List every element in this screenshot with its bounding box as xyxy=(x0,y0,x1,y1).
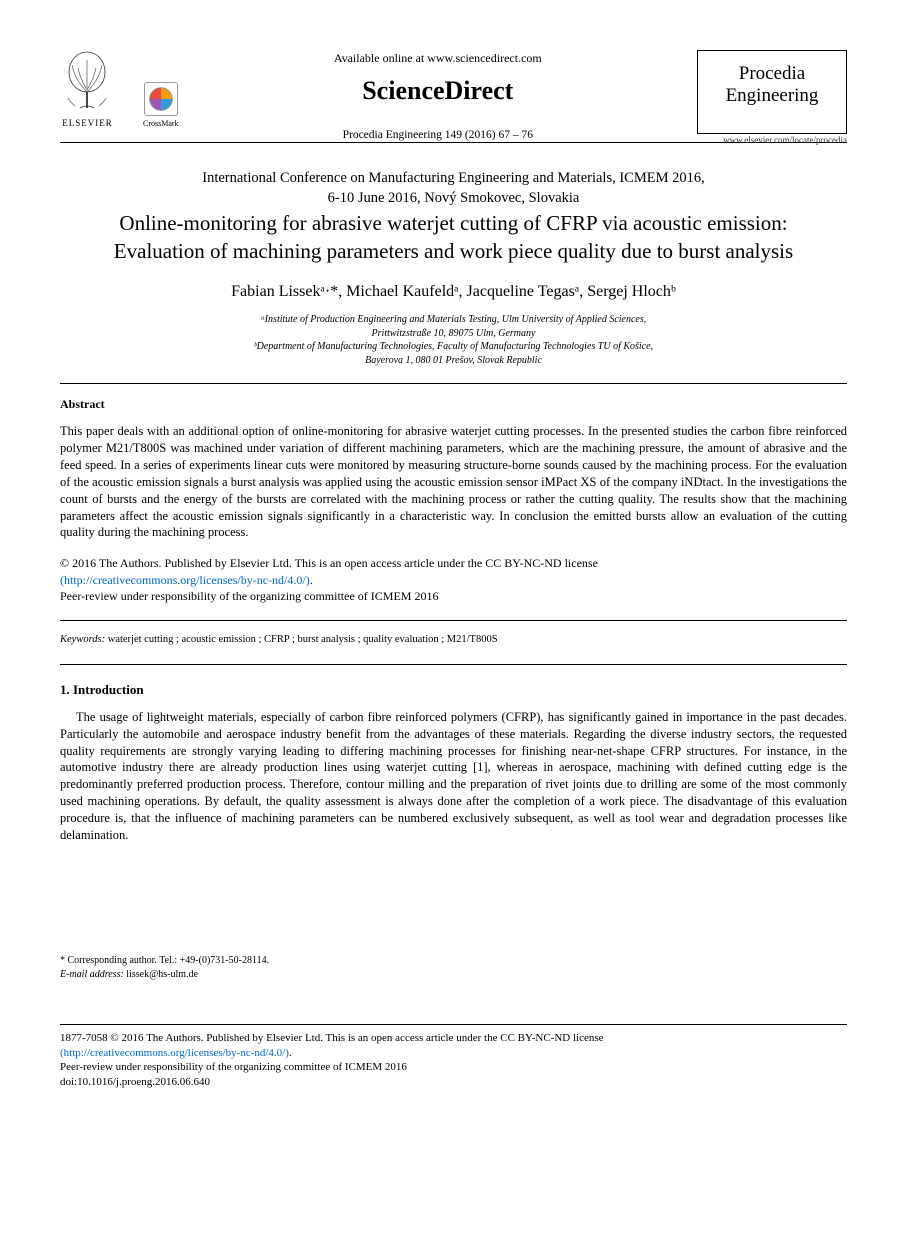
footer-block: 1877-7058 © 2016 The Authors. Published … xyxy=(60,1031,847,1090)
journal-box-wrapper: Procedia Engineering www.elsevier.com/lo… xyxy=(697,50,847,146)
journal-url: www.elsevier.com/locate/procedia xyxy=(697,134,847,147)
title-line1: Online-monitoring for abrasive waterjet … xyxy=(119,211,787,235)
abstract-body: This paper deals with an additional opti… xyxy=(60,423,847,541)
available-online-text: Available online at www.sciencedirect.co… xyxy=(189,50,687,67)
divider-keywords xyxy=(60,620,847,621)
divider-intro xyxy=(60,664,847,665)
affiliation-a-line1: ᵃInstitute of Production Engineering and… xyxy=(261,314,647,325)
footer-line2: Peer-review under responsibility of the … xyxy=(60,1061,407,1073)
introduction-body: The usage of lightweight materials, espe… xyxy=(60,709,847,844)
corresponding-author: * Corresponding author. Tel.: +49-(0)731… xyxy=(60,954,847,982)
license-line1: © 2016 The Authors. Published by Elsevie… xyxy=(60,556,598,570)
license-block: © 2016 The Authors. Published by Elsevie… xyxy=(60,555,847,604)
keywords-label: Keywords: xyxy=(60,634,105,645)
journal-box: Procedia Engineering xyxy=(697,50,847,134)
paper-title: Online-monitoring for abrasive waterjet … xyxy=(60,210,847,265)
affiliations: ᵃInstitute of Production Engineering and… xyxy=(60,313,847,367)
corresponding-email: lissek@hs-ulm.de xyxy=(124,969,198,980)
header-center: Available online at www.sciencedirect.co… xyxy=(179,50,697,143)
header-left: ELSEVIER CrossMark xyxy=(60,50,179,130)
crossmark-icon xyxy=(144,82,178,116)
crossmark-badge[interactable]: CrossMark xyxy=(143,82,179,129)
sciencedirect-logo: ScienceDirect xyxy=(189,73,687,109)
authors-list: Fabian Lissekᵃ·*, Michael Kaufeldᵃ, Jacq… xyxy=(60,281,847,303)
elsevier-label: ELSEVIER xyxy=(62,117,113,130)
elsevier-logo: ELSEVIER xyxy=(60,50,115,130)
journal-name: Procedia Engineering xyxy=(708,63,836,107)
abstract-heading: Abstract xyxy=(60,396,847,413)
conference-line2: 6-10 June 2016, Nový Smokovec, Slovakia xyxy=(328,190,580,206)
license-line2: Peer-review under responsibility of the … xyxy=(60,589,438,603)
affiliation-b-line1: ᵇDepartment of Manufacturing Technologie… xyxy=(254,341,653,352)
email-label: E-mail address: xyxy=(60,969,124,980)
conference-info: International Conference on Manufacturin… xyxy=(60,169,847,208)
affiliation-b-line2: Bayerova 1, 080 01 Prešov, Slovak Republ… xyxy=(365,355,542,366)
affiliation-a-line2: Prittwitzstraße 10, 89075 Ulm, Germany xyxy=(372,328,536,339)
footer-license-link[interactable]: (http://creativecommons.org/licenses/by-… xyxy=(60,1047,289,1059)
journal-name-line2: Engineering xyxy=(726,85,819,106)
header-row: ELSEVIER CrossMark Available online at w… xyxy=(60,50,847,146)
introduction-heading: 1. Introduction xyxy=(60,681,847,699)
journal-name-line1: Procedia xyxy=(739,63,805,84)
keywords-text: waterjet cutting ; acoustic emission ; C… xyxy=(105,634,497,645)
conference-line1: International Conference on Manufacturin… xyxy=(202,170,705,186)
license-link[interactable]: (http://creativecommons.org/licenses/by-… xyxy=(60,573,310,587)
corresponding-line1: * Corresponding author. Tel.: +49-(0)731… xyxy=(60,955,269,966)
citation-text: Procedia Engineering 149 (2016) 67 – 76 xyxy=(189,127,687,143)
footer-line1: 1877-7058 © 2016 The Authors. Published … xyxy=(60,1032,604,1044)
footer-divider xyxy=(60,1024,847,1025)
footer-doi: doi:10.1016/j.proeng.2016.06.640 xyxy=(60,1076,210,1088)
title-line2: Evaluation of machining parameters and w… xyxy=(114,239,793,263)
elsevier-tree-icon xyxy=(60,50,115,115)
divider-top xyxy=(60,383,847,384)
crossmark-label: CrossMark xyxy=(143,118,179,129)
keywords-line: Keywords: waterjet cutting ; acoustic em… xyxy=(60,633,847,648)
